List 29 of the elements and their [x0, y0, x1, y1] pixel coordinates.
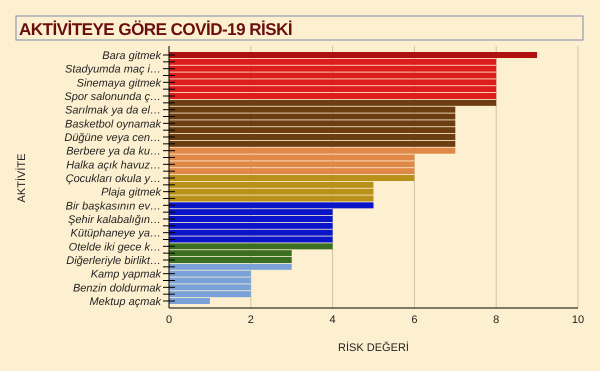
y-tick-label: Basketbol oynamak	[65, 118, 162, 130]
chart-title: AKTİVİTEYE GÖRE COVİD-19 RİSKİ	[19, 20, 292, 39]
x-tick-label: 4	[330, 314, 336, 326]
x-tick-label: 0	[166, 314, 172, 326]
y-tick-label: Bara gitmek	[102, 50, 162, 62]
y-tick-label: Bir başkasının ev…	[66, 200, 161, 212]
y-tick-label: Otelde iki gece k…	[68, 241, 161, 254]
y-tick-label: Berbere ya da ku…	[66, 146, 161, 158]
y-tick-label: Spor salonunda ç…	[64, 91, 161, 104]
y-tick-label: Plaja gitmek	[101, 186, 162, 199]
x-tick-label: 8	[493, 314, 500, 326]
y-tick-label: Çocukları okula y…	[66, 173, 161, 185]
x-tick-label: 10	[572, 314, 584, 326]
y-tick-label: Diğerleriyle birlikt…	[66, 254, 161, 267]
x-axis-title: RİSK DEĞERİ	[338, 341, 409, 354]
bar	[169, 52, 538, 58]
y-tick-label: Kütüphaneye ya…	[70, 228, 161, 240]
x-tick-label: 2	[248, 314, 254, 326]
y-axis-title: AKTİVİTE	[15, 154, 28, 202]
y-tick-label: Şehir kalabalığın…	[68, 214, 161, 226]
y-tick-label: Kamp yapmak	[90, 268, 162, 281]
y-tick-label: Mektup açmak	[89, 296, 162, 308]
y-tick-label: Halka açık havuz…	[66, 159, 161, 172]
y-tick-label: Sarılmak ya da el…	[65, 104, 161, 117]
x-tick-label: 6	[411, 314, 418, 326]
y-tick-label: Sinemaya gitmek	[76, 77, 162, 90]
y-tick-label: Düğüne veya cen…	[64, 132, 161, 144]
y-tick-label: Stadyumda maç i…	[65, 64, 161, 76]
y-tick-label: Benzin doldurmak	[72, 282, 162, 294]
